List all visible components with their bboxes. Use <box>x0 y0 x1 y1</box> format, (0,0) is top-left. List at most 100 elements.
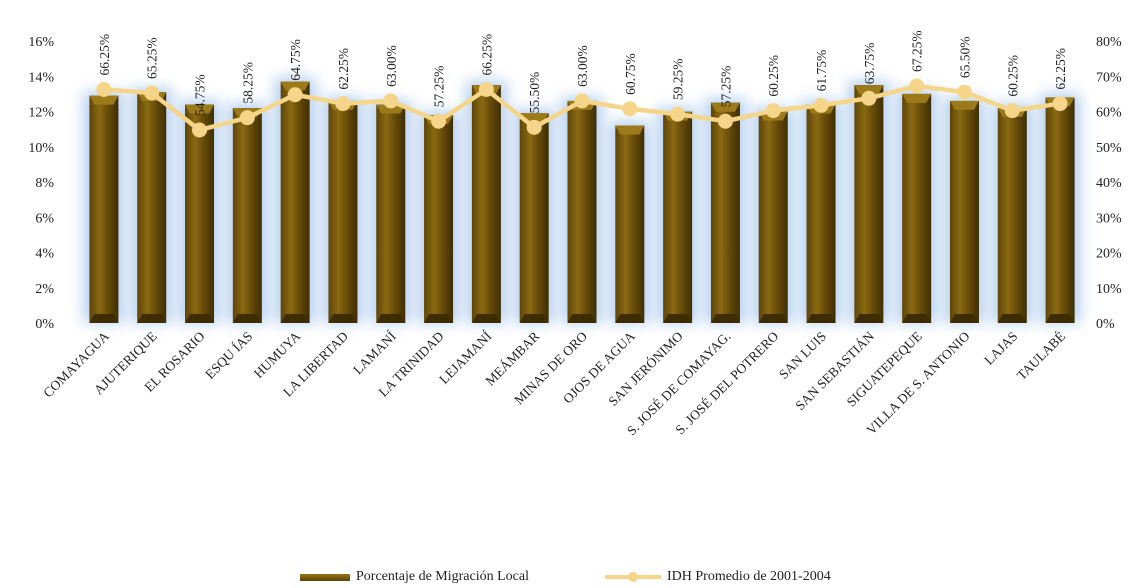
legend-item-migracion: Porcentaje de Migración Local <box>300 569 529 585</box>
bar-body <box>89 95 119 323</box>
bar <box>997 107 1027 323</box>
bar-body <box>567 100 597 323</box>
bar <box>280 81 310 323</box>
idh-point <box>861 90 877 106</box>
bar-bevel-bottom <box>997 314 1027 323</box>
idh-point <box>1004 103 1020 119</box>
bar-body <box>615 125 645 323</box>
bar-body <box>471 85 501 323</box>
idh-point <box>431 113 447 129</box>
idh-data-label: 66.25% <box>479 34 494 76</box>
bar <box>710 102 740 323</box>
idh-data-label: 62.25% <box>336 48 351 90</box>
bar-bevel-bottom <box>902 314 932 323</box>
bar-bevel-bottom <box>806 314 836 323</box>
left-y-axis: 0% 2% 4% 6% 8% 10% 12% 14% 16% <box>28 35 54 332</box>
left-tick-label: 6% <box>35 211 54 226</box>
bar-body <box>663 111 693 323</box>
right-tick-label: 70% <box>1096 70 1122 85</box>
idh-data-label: 66.25% <box>97 34 112 76</box>
bar-bevel-bottom <box>1045 314 1075 323</box>
idh-data-label: 63.75% <box>862 43 877 85</box>
idh-point <box>765 103 781 119</box>
bar-bevel-bottom <box>471 314 501 323</box>
idh-data-label: 55.50% <box>527 72 542 114</box>
left-tick-label: 4% <box>35 247 54 262</box>
idh-point <box>287 87 303 103</box>
bar-body <box>758 111 788 323</box>
idh-data-label: 67.25% <box>910 30 925 72</box>
bar <box>806 104 836 323</box>
bar <box>328 100 358 323</box>
left-tick-label: 2% <box>35 282 54 297</box>
bar-bevel-bottom <box>137 314 167 323</box>
bar-bevel-bottom <box>232 314 262 323</box>
bar-body <box>806 104 836 323</box>
idh-point <box>909 78 925 94</box>
right-y-axis: 0% 10% 20% 30% 40% 50% 60% 70% 80% <box>1096 35 1122 332</box>
idh-point <box>574 93 590 109</box>
left-tick-label: 0% <box>35 317 54 332</box>
idh-data-label: 58.25% <box>240 62 255 104</box>
bar-bevel-bottom <box>424 314 454 323</box>
left-tick-label: 10% <box>28 141 54 156</box>
bar-body <box>519 113 549 323</box>
idh-data-label: 59.25% <box>671 59 686 101</box>
right-tick-label: 80% <box>1096 35 1122 50</box>
bar-body <box>376 104 406 323</box>
idh-data-label: 60.75% <box>623 53 638 95</box>
bar-body <box>902 93 932 323</box>
category-label: ESQU ÍAS <box>202 329 255 382</box>
idh-data-label: 57.25% <box>718 66 733 108</box>
bar-bevel-top <box>376 104 406 114</box>
bar-bevel-bottom <box>376 314 406 323</box>
idh-point <box>526 119 542 135</box>
right-tick-label: 60% <box>1096 106 1122 121</box>
legend: Porcentaje de Migración Local IDH Promed… <box>0 569 1129 587</box>
bar-bevel-bottom <box>89 314 119 323</box>
bar <box>232 107 262 323</box>
bar-bevel-top <box>854 85 884 95</box>
idh-data-label: 54.75% <box>193 74 208 116</box>
bar-body <box>997 107 1027 323</box>
bar-bevel-bottom <box>280 314 310 323</box>
legend-label-idh: IDH Promedio de 2001-2004 <box>667 569 831 584</box>
bar <box>424 115 454 324</box>
idh-point <box>335 96 351 112</box>
bar <box>567 100 597 323</box>
bar-body <box>424 115 454 324</box>
bar-bevel-top <box>185 104 215 114</box>
idh-data-label: 63.00% <box>384 45 399 87</box>
bar <box>854 85 884 323</box>
bar <box>758 111 788 323</box>
bar-bevel-top <box>710 102 740 112</box>
bar-bevel-bottom <box>185 314 215 323</box>
idh-point <box>383 93 399 109</box>
idh-point <box>813 97 829 113</box>
idh-data-label: 57.25% <box>432 66 447 108</box>
category-label: LAMANÍ <box>350 328 399 377</box>
idh-data-label: 61.75% <box>814 50 829 92</box>
bar-bevel-bottom <box>949 314 979 323</box>
bar-body <box>949 100 979 323</box>
idh-data-label: 60.25% <box>1005 55 1020 97</box>
idh-data-label: 60.25% <box>766 55 781 97</box>
bar <box>89 95 119 323</box>
bar-bevel-bottom <box>328 314 358 323</box>
bar-bevel-bottom <box>663 314 693 323</box>
bar-body <box>137 92 167 323</box>
idh-point <box>192 122 208 138</box>
bar <box>1045 97 1075 324</box>
legend-line-swatch <box>605 572 661 582</box>
bar-body <box>232 107 262 323</box>
bar-bevel-top <box>280 81 310 91</box>
bar <box>471 85 501 323</box>
bar-bevel-top <box>902 93 932 103</box>
bar <box>137 92 167 323</box>
bar-body <box>710 102 740 323</box>
right-tick-label: 0% <box>1096 317 1115 332</box>
right-tick-label: 20% <box>1096 247 1122 262</box>
bar-bevel-top <box>949 100 979 110</box>
category-label: TAULABÉ <box>1014 329 1068 383</box>
